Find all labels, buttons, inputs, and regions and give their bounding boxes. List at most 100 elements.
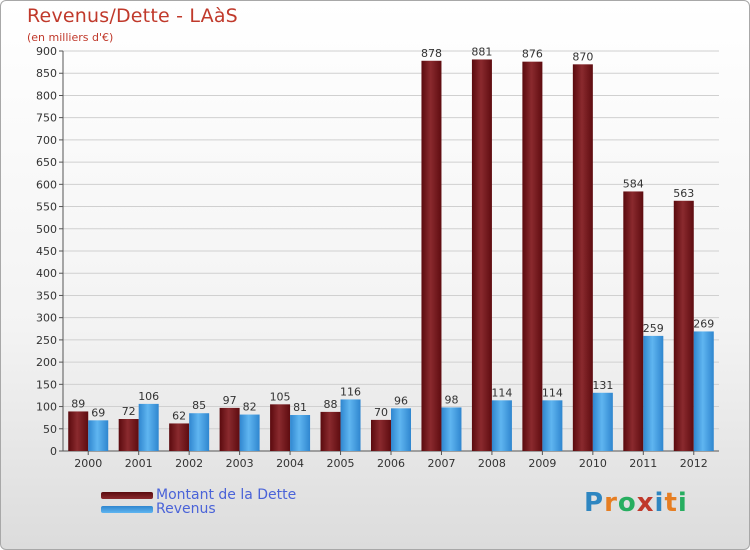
x-tick-label: 2001 [125,457,153,470]
x-tick-label: 2009 [528,457,556,470]
bar-dette [371,419,391,451]
x-tick-label: 2011 [629,457,657,470]
data-label-dette: 89 [71,397,85,410]
y-tick-label: 750 [36,112,57,125]
x-tick-label: 2003 [226,457,254,470]
bar-revenus [693,331,714,451]
chart-title: Revenus/Dette - LAàS [27,5,238,27]
data-label-revenus: 131 [592,379,613,392]
y-tick-label: 900 [36,45,57,58]
legend-swatch-revenus [101,505,153,513]
y-tick-label: 350 [36,289,57,302]
data-label-revenus: 96 [394,394,408,407]
bar-dette [270,404,291,451]
bar-revenus [189,413,210,451]
bar-revenus [239,414,260,451]
legend-swatch-dette [101,491,153,499]
data-label-revenus: 81 [293,401,307,414]
data-label-dette: 62 [172,409,186,422]
x-tick-label: 2005 [327,457,355,470]
data-label-dette: 563 [673,187,694,200]
bar-revenus [491,400,512,451]
data-label-revenus: 269 [693,317,714,330]
bar-dette [118,419,139,451]
y-tick-label: 150 [36,378,57,391]
axis-layer: 0 50 100 150 200 250 300 350 400 450 500 550 600 650 7… [36,45,719,470]
bar-revenus [542,400,563,451]
bar-dette [522,61,543,452]
data-label-revenus: 114 [542,386,563,399]
y-tick-label: 400 [36,267,57,280]
data-label-dette: 870 [572,50,593,63]
y-tick-label: 600 [36,178,57,191]
y-tick-label: 200 [36,356,57,369]
data-label-revenus: 116 [340,385,361,398]
y-tick-label: 700 [36,134,57,147]
logo-letter: x [636,488,655,518]
data-label-revenus: 82 [243,401,257,414]
bar-dette [673,200,694,451]
data-label-revenus: 259 [643,322,664,335]
data-label-revenus: 98 [444,393,458,406]
data-label-dette: 876 [522,48,543,61]
chart-subtitle: (en milliers d'€) [27,31,114,44]
grid-layer [63,50,719,452]
data-label-dette: 72 [122,405,136,418]
data-label-dette: 584 [623,177,644,190]
x-tick-label: 2000 [74,457,102,470]
logo-letter: o [617,488,637,518]
legend-label-revenus: Revenus [156,501,216,517]
bar-layer [68,59,714,452]
x-tick-label: 2006 [377,457,405,470]
bar-revenus [138,403,159,451]
data-label-revenus: 69 [91,406,105,419]
bar-dette [169,423,190,451]
data-label-dette: 881 [471,45,492,58]
y-tick-label: 500 [36,223,57,236]
data-label-dette: 105 [270,390,291,403]
logo-letter: t [664,488,678,518]
data-label-dette: 878 [421,47,442,60]
logo-letter: r [604,488,618,518]
bar-dette [623,191,644,451]
logo-letter: i [677,488,688,518]
proxiti-logo: Proxiti [584,488,688,518]
y-tick-label: 800 [36,89,57,102]
x-tick-label: 2004 [276,457,304,470]
bar-revenus [391,408,411,451]
logo-letter: i [654,488,665,518]
bar-revenus [88,420,109,451]
legend-label-dette: Montant de la Dette [156,487,297,503]
data-label-revenus: 114 [491,386,512,399]
y-tick-label: 0 [50,445,57,458]
y-tick-label: 550 [36,201,57,214]
bar-revenus [340,399,361,451]
bar-dette [320,411,341,451]
x-tick-label: 2002 [175,457,203,470]
y-tick-label: 250 [36,334,57,347]
data-label-revenus: 106 [138,390,159,403]
x-tick-label: 2012 [680,457,708,470]
x-tick-label: 2008 [478,457,506,470]
data-label-dette: 88 [324,398,338,411]
bar-dette [68,411,89,451]
bar-dette [421,60,442,452]
x-tick-label: 2007 [427,457,455,470]
y-tick-label: 850 [36,67,57,80]
data-label-dette: 97 [223,394,237,407]
bar-dette [219,407,240,451]
bar-dette [572,64,593,452]
y-tick-label: 650 [36,156,57,169]
bar-revenus [592,392,613,451]
data-label-dette: 70 [374,406,388,419]
y-tick-label: 450 [36,245,57,258]
y-tick-label: 100 [36,401,57,414]
legend-item-dette: Montant de la Dette [101,487,296,503]
data-label-revenus: 85 [192,399,206,412]
y-tick-label: 300 [36,312,57,325]
legend-item-revenus: Revenus [101,501,216,517]
x-tick-label: 2010 [579,457,607,470]
